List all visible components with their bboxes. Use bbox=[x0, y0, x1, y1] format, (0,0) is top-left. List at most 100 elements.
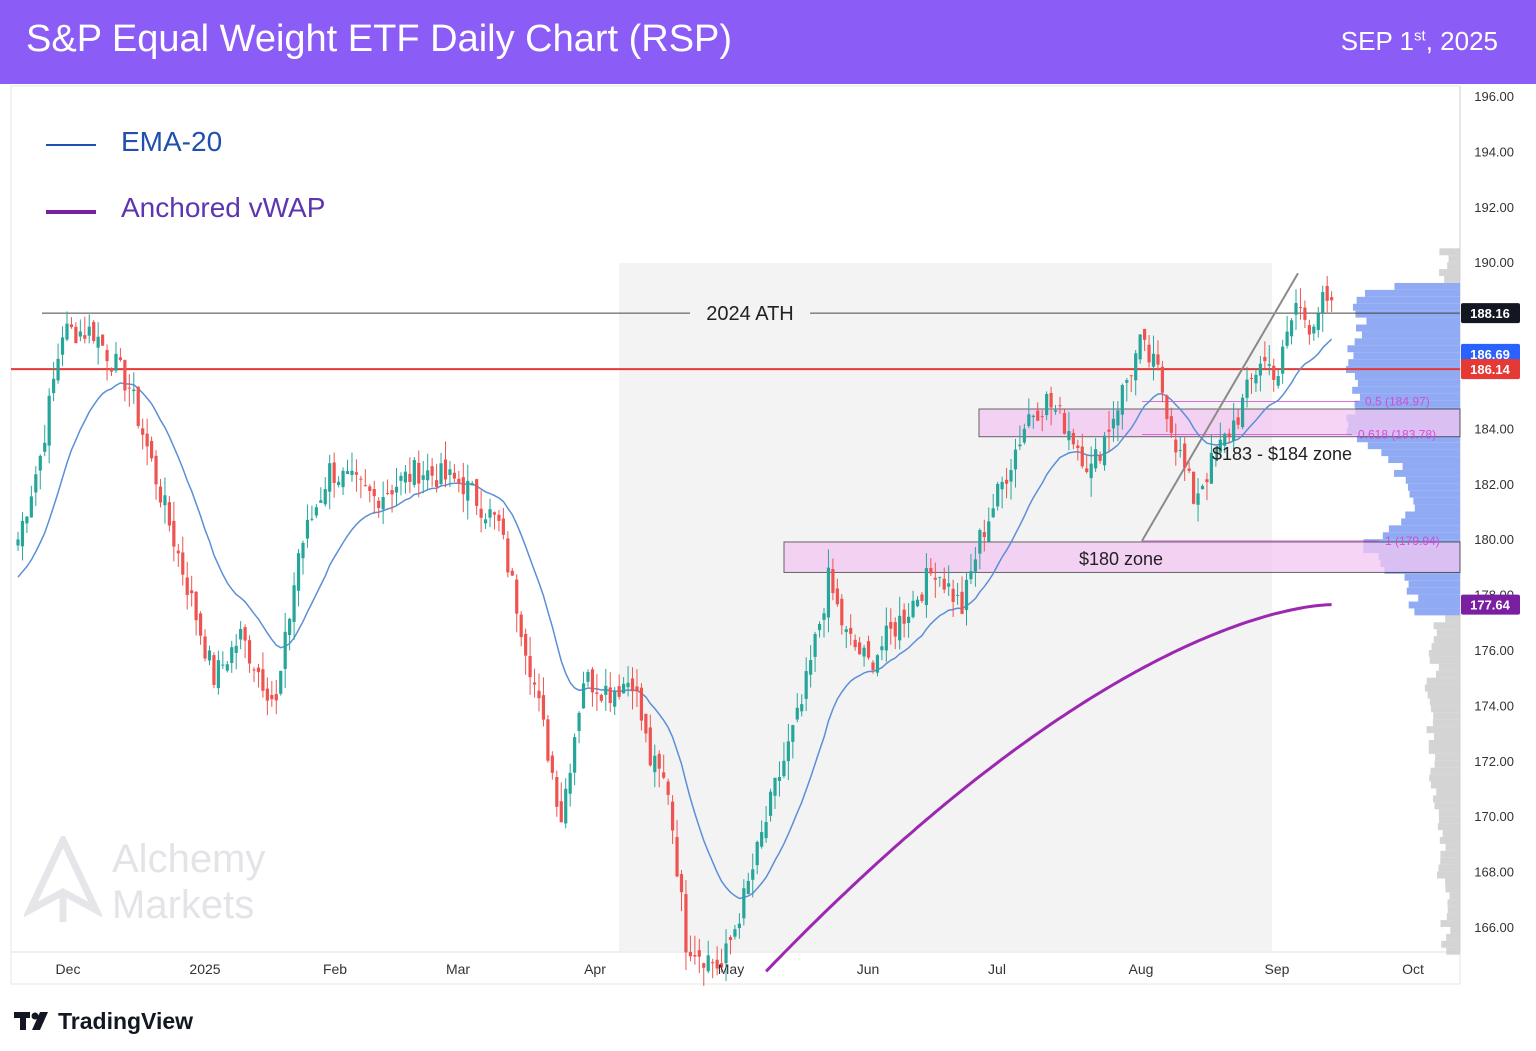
candle-body bbox=[1116, 410, 1120, 426]
chart-area[interactable]: 2024 ATH 0.5 (184.97) 0.618 (183.78) 1 (179… bbox=[0, 84, 1536, 990]
volume-profile-bar bbox=[1437, 871, 1460, 879]
candle-body bbox=[1196, 493, 1200, 505]
candle-body bbox=[25, 516, 29, 524]
candle-body bbox=[889, 621, 893, 629]
candle-body bbox=[920, 594, 924, 601]
candle-body bbox=[225, 664, 229, 671]
zone-180 bbox=[783, 541, 1461, 573]
candle-body bbox=[74, 326, 78, 344]
volume-profile-bar bbox=[1430, 767, 1460, 775]
volume-profile-bar bbox=[1402, 463, 1460, 470]
candle-body bbox=[608, 687, 612, 704]
candle-body bbox=[1000, 481, 1004, 490]
candle-body bbox=[630, 678, 635, 692]
candle-body bbox=[840, 598, 844, 626]
volume-profile-bar bbox=[1408, 580, 1460, 588]
candle-body bbox=[1067, 431, 1071, 441]
candle-body bbox=[760, 832, 764, 847]
candle-body bbox=[532, 682, 537, 685]
candle-body bbox=[1232, 420, 1236, 441]
candle-body bbox=[996, 483, 1000, 507]
candle-body bbox=[817, 623, 822, 631]
volume-profile-bar bbox=[1438, 816, 1460, 824]
candle-body bbox=[724, 943, 728, 964]
legend-label-vwap: Anchored vWAP bbox=[121, 192, 326, 223]
candle-body bbox=[973, 559, 977, 572]
candle-body bbox=[635, 686, 639, 692]
candle-body bbox=[693, 954, 697, 957]
candle-body bbox=[1058, 405, 1062, 407]
candle-body bbox=[1147, 344, 1151, 363]
candle-body bbox=[791, 725, 795, 742]
candle-body bbox=[96, 336, 100, 348]
candle-body bbox=[176, 550, 180, 554]
candle-body bbox=[1111, 418, 1116, 429]
candle-body bbox=[412, 460, 416, 485]
candle-body bbox=[719, 963, 724, 968]
candle-body bbox=[279, 670, 283, 694]
candle-body bbox=[813, 633, 817, 657]
volume-profile-bar bbox=[1445, 843, 1460, 851]
candle-body bbox=[488, 509, 492, 518]
candle-body bbox=[1018, 444, 1022, 447]
zone-183-label: $183 - $184 zone bbox=[1212, 444, 1352, 464]
candle-body bbox=[323, 489, 327, 505]
candle-body bbox=[207, 650, 212, 661]
x-tick-label: Sep bbox=[1265, 961, 1290, 977]
candle-body bbox=[408, 473, 412, 482]
candle-body bbox=[564, 788, 568, 824]
candle-body bbox=[1294, 302, 1298, 315]
volume-profile-bar bbox=[1364, 289, 1460, 297]
footer-brand[interactable]: TradingView bbox=[10, 1006, 270, 1038]
volume-profile-bar bbox=[1356, 296, 1460, 304]
volume-profile-bar bbox=[1446, 947, 1460, 955]
candle-body bbox=[768, 791, 773, 816]
candle-body bbox=[764, 821, 768, 839]
volume-profile-bar bbox=[1438, 864, 1460, 872]
volume-profile-bar bbox=[1427, 691, 1460, 699]
candle-body bbox=[123, 360, 127, 391]
candle-body bbox=[1276, 376, 1280, 386]
volume-profile-bar bbox=[1449, 892, 1460, 900]
candle-body bbox=[1209, 452, 1214, 484]
candle-body bbox=[1125, 380, 1129, 383]
candle-body bbox=[964, 579, 969, 611]
candle-body bbox=[377, 500, 381, 509]
uptrend-line bbox=[1141, 272, 1299, 542]
zone-180-label: $180 zone bbox=[1079, 549, 1163, 569]
candle-body bbox=[34, 474, 38, 493]
candle-body bbox=[1281, 346, 1285, 374]
volume-profile-bar bbox=[1408, 601, 1460, 609]
candle-body bbox=[101, 334, 105, 346]
date-tail: , 2025 bbox=[1425, 26, 1498, 56]
candle-body bbox=[1160, 366, 1165, 393]
candle-body bbox=[417, 462, 421, 484]
candle-body bbox=[497, 514, 501, 521]
y-tick-label: 166.00 bbox=[1474, 920, 1514, 935]
candle-body bbox=[385, 492, 390, 494]
price-label-bg bbox=[1461, 343, 1520, 364]
candle-body bbox=[341, 470, 345, 488]
candle-body bbox=[149, 440, 154, 459]
candle-body bbox=[751, 869, 755, 880]
candle-body bbox=[109, 367, 114, 372]
price-label: 177.64 bbox=[1470, 598, 1511, 613]
volume-profile-bar bbox=[1447, 262, 1460, 270]
legend-item-ema: EMA-20 bbox=[46, 126, 406, 192]
volume-profile-bar bbox=[1413, 497, 1460, 505]
candle-body bbox=[69, 324, 74, 328]
ema-20-line bbox=[17, 338, 1333, 900]
price-chart[interactable]: 2024 ATH 0.5 (184.97) 0.618 (183.78) 1 (179… bbox=[0, 84, 1536, 990]
candle-body bbox=[679, 874, 684, 893]
volume-profile-bar bbox=[1434, 760, 1460, 768]
candle-body bbox=[83, 335, 87, 339]
x-tick-label: Aug bbox=[1129, 961, 1154, 977]
volume-profile-bar bbox=[1441, 940, 1460, 948]
candle-body bbox=[1254, 374, 1258, 384]
candle-body bbox=[239, 628, 243, 640]
candle-body bbox=[755, 841, 759, 866]
candle-body bbox=[875, 655, 880, 673]
candle-body bbox=[626, 682, 630, 688]
candle-body bbox=[457, 478, 461, 484]
candle-body bbox=[884, 625, 888, 651]
